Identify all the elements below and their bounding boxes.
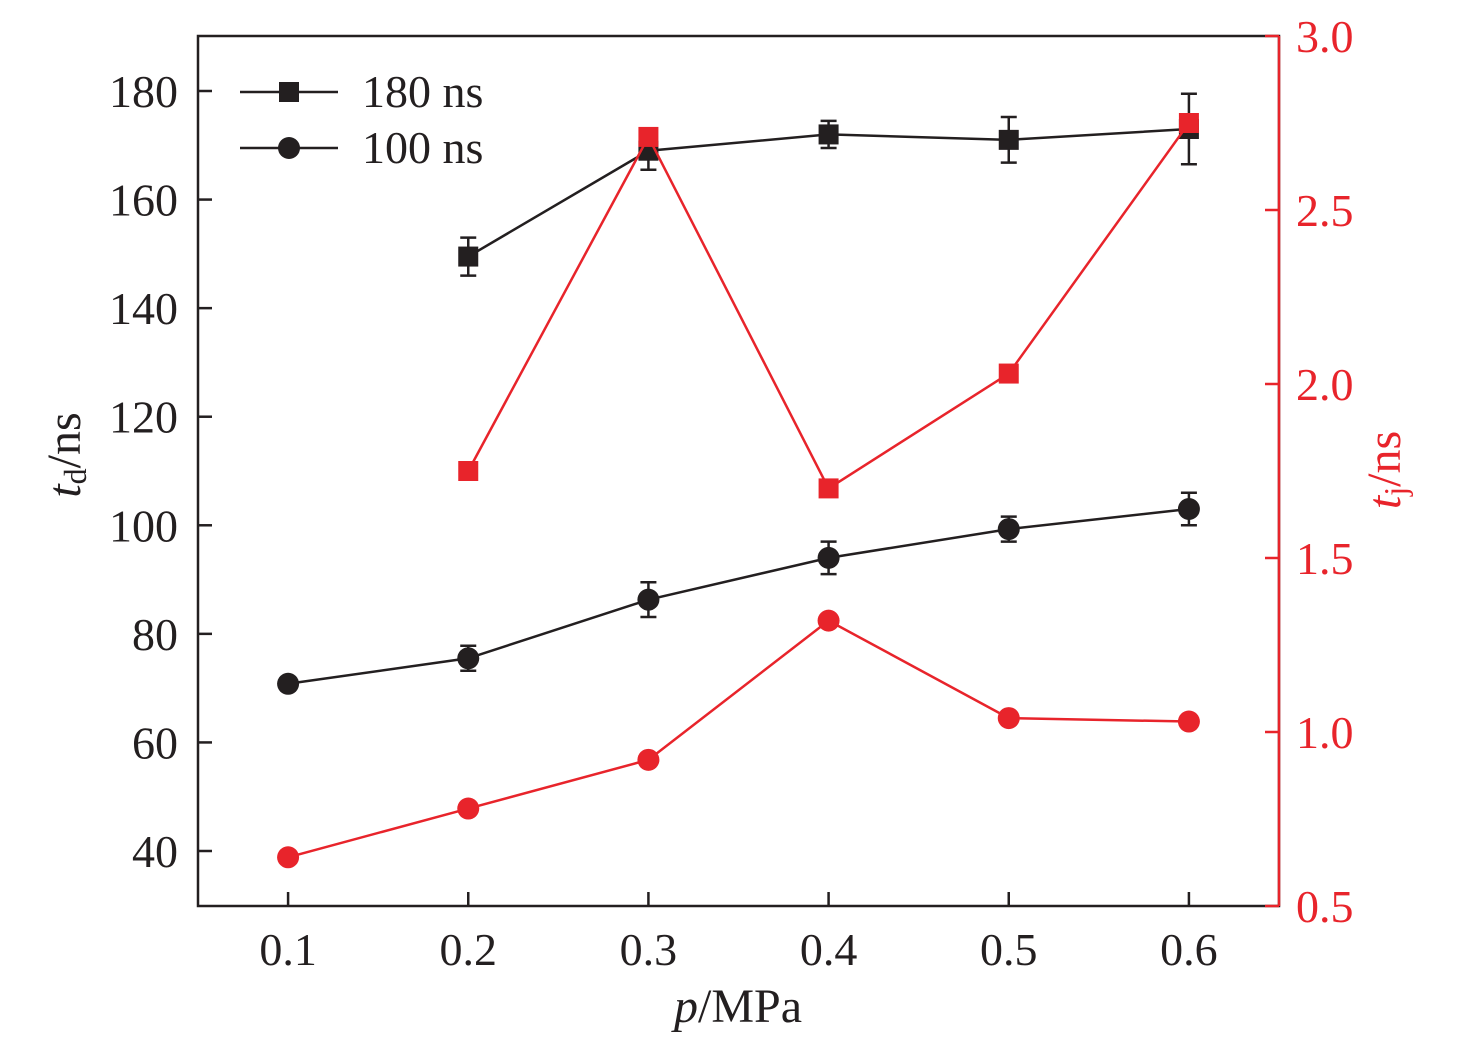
x-axis-title-italic: p bbox=[671, 980, 698, 1033]
data-point-square bbox=[998, 363, 1019, 384]
data-point-circle bbox=[817, 546, 840, 569]
y-right-tick-label: 0.5 bbox=[1296, 881, 1354, 932]
y-right-axis-title-sub: j bbox=[1377, 487, 1413, 497]
y-left-axis-title-italic: t bbox=[38, 483, 91, 498]
data-point-circle bbox=[277, 846, 300, 869]
series-0 bbox=[458, 92, 1199, 277]
data-point-square bbox=[1178, 113, 1199, 133]
data-point-circle bbox=[1177, 498, 1200, 520]
y-right-tick-label: 2.0 bbox=[1296, 359, 1354, 410]
y-right-tick-label: 1.0 bbox=[1296, 707, 1354, 758]
data-point-circle bbox=[637, 748, 660, 771]
y-left-tick-label: 100 bbox=[109, 500, 178, 551]
legend-marker-square bbox=[279, 82, 299, 102]
series-layer bbox=[277, 92, 1200, 869]
y-left-tick-label: 40 bbox=[132, 826, 178, 877]
y-right-tick-label: 3.0 bbox=[1296, 11, 1354, 62]
y-left-tick-label: 180 bbox=[109, 66, 178, 117]
y-right-tick-label: 1.5 bbox=[1296, 533, 1354, 584]
plot-frame bbox=[196, 34, 1281, 908]
x-tick-label: 0.1 bbox=[259, 924, 317, 975]
data-point-square bbox=[458, 246, 479, 267]
x-tick-label: 0.2 bbox=[440, 924, 498, 975]
data-point-circle bbox=[457, 797, 480, 820]
x-tick-label: 0.4 bbox=[800, 924, 858, 975]
data-point-circle bbox=[637, 588, 660, 611]
y-left-tick-label: 80 bbox=[132, 609, 178, 660]
series-1 bbox=[277, 491, 1200, 695]
legend-label-180ns: 180 ns bbox=[362, 66, 483, 117]
data-point-square bbox=[818, 124, 839, 145]
series-line bbox=[287, 619, 1189, 859]
data-point-square bbox=[998, 129, 1019, 150]
y-left-axis-title: td/ns bbox=[38, 412, 93, 497]
y-right-axis-title: tj/ns bbox=[1358, 431, 1413, 509]
y-right-tick-label: 2.5 bbox=[1296, 185, 1354, 236]
legend-label-100ns: 100 ns bbox=[362, 122, 483, 173]
legend: 180 ns 100 ns bbox=[240, 66, 483, 173]
y-left-tick-label: 140 bbox=[109, 283, 178, 334]
y-right-axis-title-rest: /ns bbox=[1358, 431, 1411, 487]
x-tick-label: 0.6 bbox=[1160, 924, 1218, 975]
data-point-circle bbox=[817, 609, 840, 632]
data-point-square bbox=[818, 478, 839, 499]
y-left-tick-label: 120 bbox=[109, 392, 178, 443]
series-3 bbox=[277, 609, 1200, 869]
y-left-axis-title-rest: /ns bbox=[38, 412, 91, 468]
data-point-square bbox=[638, 126, 659, 147]
series-line bbox=[467, 122, 1190, 491]
data-point-circle bbox=[997, 518, 1020, 541]
y-left-tick-label: 160 bbox=[109, 175, 178, 226]
x-axis-title: p/MPa bbox=[671, 980, 802, 1033]
series-2 bbox=[458, 113, 1199, 499]
plot-area bbox=[196, 34, 1281, 908]
data-point-circle bbox=[457, 647, 480, 670]
x-tick-label: 0.5 bbox=[980, 924, 1038, 975]
x-tick-label: 0.3 bbox=[620, 924, 678, 975]
legend-marker-circle bbox=[278, 137, 300, 159]
y-left-axis-title-sub: d bbox=[57, 468, 93, 484]
axes-layer: 0.1 0.2 0.3 0.4 0.5 0.6 40 60 80 100 120 140 160 180 0… bbox=[109, 11, 1354, 975]
x-axis-title-rest: /MPa bbox=[698, 980, 802, 1033]
data-point-circle bbox=[997, 707, 1020, 730]
data-point-circle bbox=[277, 672, 300, 695]
data-point-circle bbox=[1177, 710, 1200, 733]
y-right-axis-title-italic: t bbox=[1358, 494, 1411, 509]
y-left-tick-label: 60 bbox=[132, 717, 178, 768]
series-line bbox=[287, 507, 1190, 686]
data-point-square bbox=[458, 461, 479, 481]
